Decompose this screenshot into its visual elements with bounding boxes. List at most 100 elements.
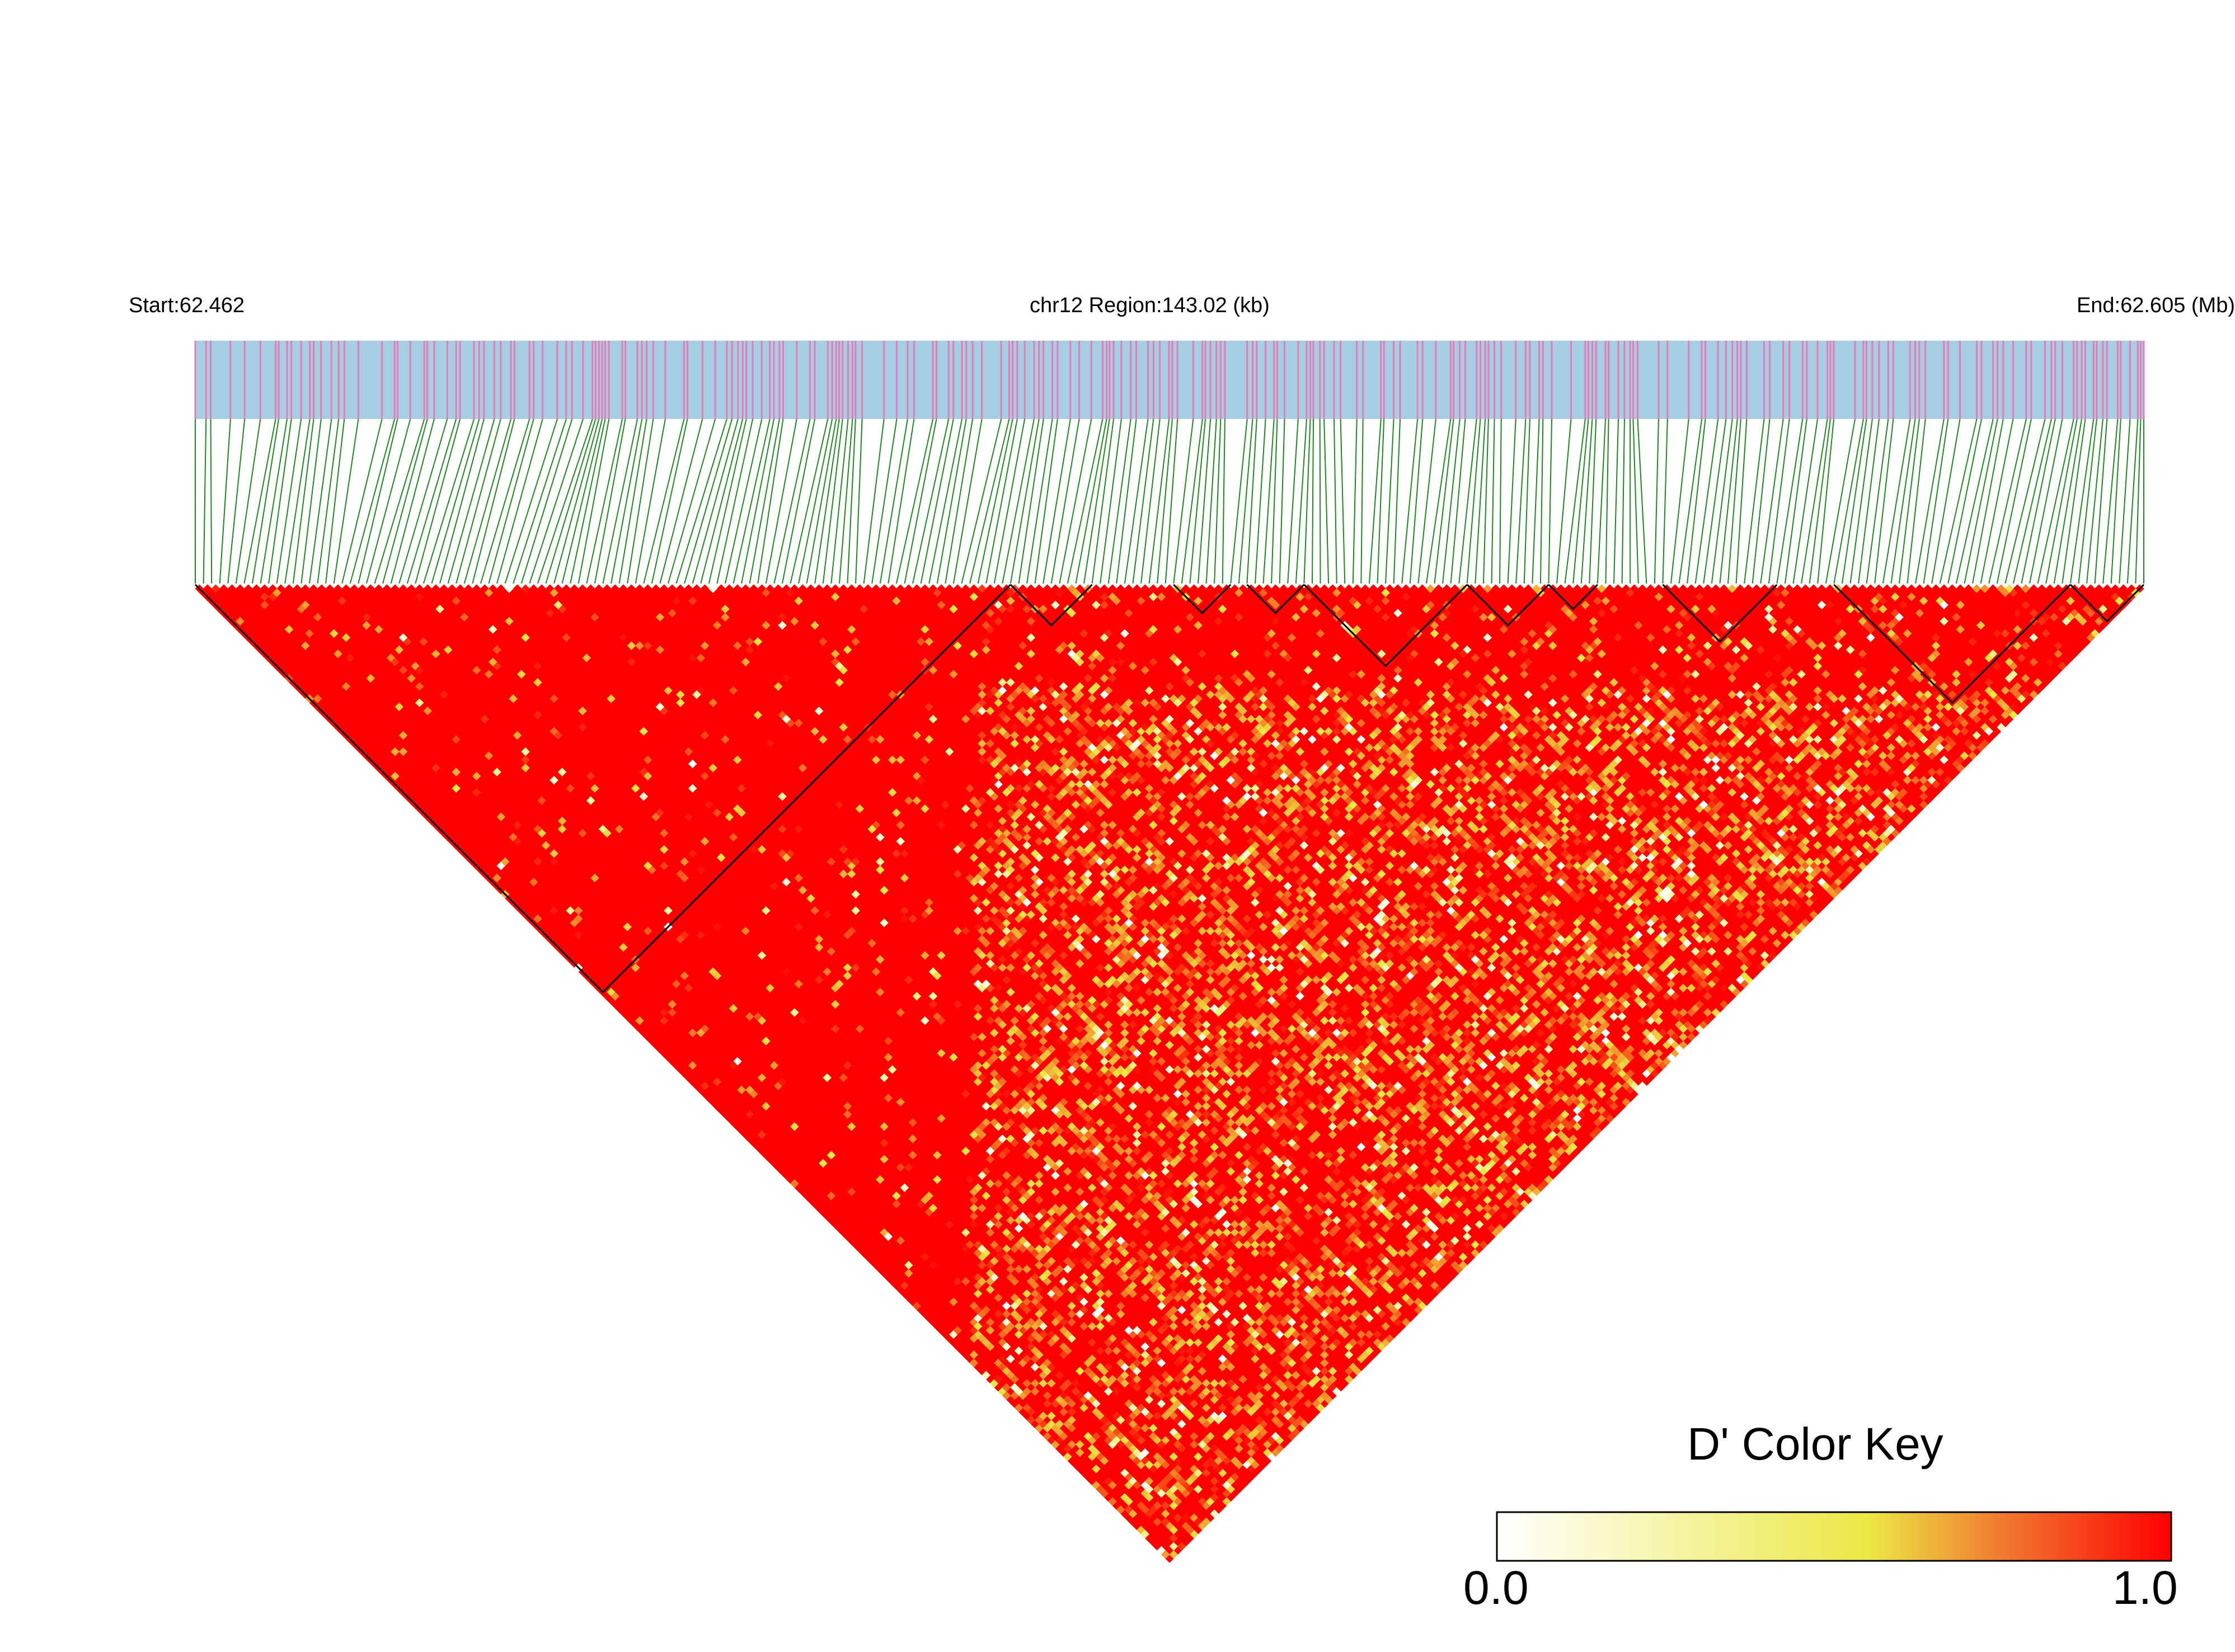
snp-connector [1662,418,1668,584]
snp-connector [594,418,626,584]
snp-connector [1898,418,1920,584]
snp-connector [871,418,898,584]
snp-connector [2012,418,2052,584]
snp-connector [708,418,747,584]
snp-connector [1849,418,1873,584]
snp-connector [1719,418,1738,584]
snp-connector [284,418,311,584]
snp-connector [382,418,428,584]
snp-connector [2062,418,2086,584]
snp-connector [2135,418,2142,584]
snp-connector [1018,418,1044,584]
snp-connector [586,418,623,584]
snp-connector [545,418,597,584]
snp-connector [561,418,603,584]
snp-connector [1597,418,1607,584]
snp-connector [1083,418,1110,584]
snp-connector [1523,418,1530,584]
snp-connector [374,418,425,584]
snp-connector [1189,418,1206,584]
snp-connector [227,418,246,584]
snp-connector [1923,418,1949,584]
ld-cell-group [1157,1546,1166,1555]
snp-connector [806,418,837,584]
snp-connector [952,418,983,584]
ld-cell-group [884,1232,893,1241]
snp-connector [1450,418,1466,584]
snp-connector [879,418,908,584]
snp-connector [415,418,461,584]
snp-connector [1752,418,1771,584]
snp-connector [1059,418,1092,584]
snp-connector [627,418,654,584]
snp-connector [904,418,937,584]
snp-connector [1360,418,1364,584]
snp-connector [292,418,314,584]
snp-connector [936,418,967,584]
snp-connector [1303,418,1311,584]
ld-block-outline [1833,583,2071,704]
snp-connector [1368,418,1382,584]
snp-connector [219,418,231,584]
snp-connector [2021,418,2056,584]
snp-connector [2004,418,2046,584]
snp-connector [1148,418,1170,584]
ld-block-outline [1009,583,1093,627]
snp-connector [741,418,774,584]
snp-connector [1491,418,1495,584]
snp-connector [920,418,954,584]
snp-connector [1931,418,1961,584]
snp-connector [1760,418,1784,584]
snp-connector [1564,418,1586,584]
snp-connector [700,418,744,584]
snp-connector [2102,418,2119,584]
snp-connector [1401,418,1419,584]
snp-connector [1735,418,1748,584]
snp-connector [1801,418,1828,584]
snp-connector [985,418,1018,584]
snp-connector [1271,418,1278,584]
snp-connector [1613,418,1619,584]
snp-connector [1539,418,1544,584]
snp-connector [488,418,534,584]
snp-connector [1323,418,1330,584]
snp-connector [602,418,638,584]
snp-connector [406,418,457,584]
snp-connector [1632,418,1639,584]
snp-connector [210,418,213,584]
snp-connector [847,418,856,584]
snp-connector [643,418,685,584]
snp-connector [422,418,475,584]
snp-connector [1572,418,1589,584]
snp-connector [300,418,322,584]
region-start-label: Start:62.462 [129,294,245,317]
snp-connector [725,418,763,584]
snp-connector [1915,418,1945,584]
snp-connector [480,418,530,584]
snp-connector [1124,418,1149,584]
snp-connector [651,418,688,584]
ld-block-outline [2069,583,2145,623]
snp-connector [1140,418,1161,584]
snp-connector [1621,418,1625,584]
snp-connector [1075,418,1107,584]
snp-connector [1972,418,2004,584]
snp-connector [684,418,733,584]
snp-connector [1319,418,1321,584]
snp-connector [513,418,567,584]
snp-connector [635,418,666,584]
snp-connector [1165,418,1178,584]
snp-connector [1205,418,1217,584]
snp-connector [398,418,448,584]
snp-connector [2053,418,2082,584]
ld-cell-group [1173,698,1182,708]
snp-connector [1425,418,1452,584]
snp-connector [1466,418,1481,584]
snp-connector [977,418,1013,584]
snp-connector [1091,418,1115,584]
snp-connector [1988,418,2027,584]
snp-connector [733,418,771,584]
snp-connector [1002,418,1035,584]
snp-connector [1333,418,1337,584]
